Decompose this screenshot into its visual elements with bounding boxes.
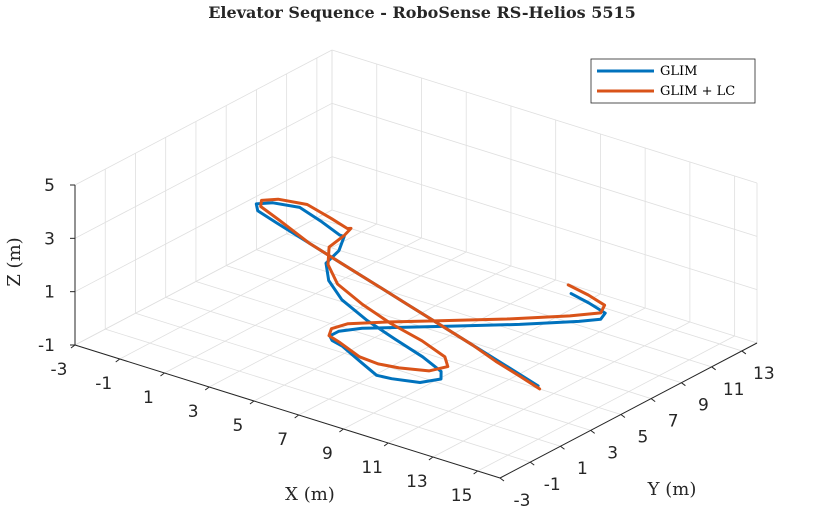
x-tick-label: -3 — [51, 360, 68, 380]
y-tick-label: 9 — [698, 396, 709, 416]
grid-line-floor-y — [105, 328, 531, 463]
y-tick-label: -3 — [514, 491, 531, 509]
grid-line-floor-y — [226, 265, 652, 399]
y-tick-mark — [711, 366, 716, 371]
grid — [74, 49, 758, 479]
y-tick-mark — [650, 398, 656, 402]
x-tick-label: 3 — [188, 402, 199, 422]
grid-line-floor-x — [477, 335, 735, 472]
series-lines — [254, 197, 607, 391]
grid-line-floor-y — [286, 233, 712, 368]
x-tick-label: 11 — [361, 458, 383, 478]
y-tick-label: 7 — [668, 412, 679, 432]
chart-title: Elevator Sequence - RoboSense RS-Helios … — [208, 3, 636, 22]
axes — [70, 184, 758, 482]
grid-line-floor-x — [119, 223, 377, 360]
x-tick-label: 1 — [143, 388, 154, 408]
y-tick-label: 11 — [723, 380, 745, 400]
x-tick-mark — [383, 442, 389, 447]
x-tick-mark — [339, 428, 344, 433]
z-tick-label: 1 — [44, 283, 55, 303]
x-tick-label: 7 — [277, 430, 288, 450]
grid-line-floor-x — [209, 251, 467, 388]
x-tick-mark — [160, 372, 165, 377]
y-tick-mark — [620, 414, 626, 418]
y-tick-label: 1 — [577, 459, 588, 479]
grid-line-floor-x — [298, 279, 556, 416]
x-tick-label: 15 — [451, 486, 473, 506]
legend-label-glim-lc: GLIM + LC — [660, 84, 735, 99]
series-line-glim-lc — [259, 197, 607, 391]
series-line-glim — [254, 201, 607, 388]
grid-line-wall-yz-z — [74, 102, 333, 239]
x-tick-label: 5 — [233, 416, 244, 436]
x-tick-label: 9 — [322, 444, 333, 464]
y-tick-mark — [560, 445, 565, 450]
x-tick-label: 13 — [406, 472, 428, 492]
grid-line-floor-y — [135, 312, 561, 447]
x-tick-mark — [204, 386, 210, 391]
legend-box — [590, 58, 756, 104]
grid-line-wall-yz-z — [74, 156, 333, 293]
grid-line-wall-xz-z — [331, 209, 758, 344]
x-tick-mark — [249, 400, 255, 405]
x-tick-mark — [115, 358, 121, 363]
y-tick-mark — [529, 461, 535, 466]
x-axis-label: X (m) — [285, 484, 335, 505]
grid-line-wall-xz-z — [331, 49, 758, 184]
z-tick-label: 3 — [44, 229, 55, 249]
y-tick-label: -1 — [544, 475, 561, 495]
x-tick-label: -1 — [95, 374, 112, 394]
grid-line-wall-xz-z — [331, 156, 758, 291]
y-tick-label: 5 — [638, 427, 649, 447]
y-axis-line — [499, 342, 758, 479]
legend: GLIM GLIM + LC — [590, 58, 756, 104]
x-axis-line — [74, 344, 501, 479]
grid-line-floor-x — [164, 237, 422, 374]
y-axis-label: Y (m) — [647, 479, 697, 500]
y-tick-mark — [681, 382, 686, 387]
z-axis-label: Z (m) — [4, 237, 25, 286]
y-tick-mark — [590, 429, 596, 434]
legend-label-glim: GLIM — [660, 64, 697, 79]
y-tick-label: 3 — [607, 443, 618, 463]
grid-line-wall-yz-z — [74, 209, 333, 346]
y-tick-mark — [499, 477, 505, 482]
x-tick-mark — [473, 470, 478, 475]
grid-line-floor-y — [316, 217, 743, 352]
grid-line-wall-yz-z — [74, 49, 333, 186]
y-tick-label: 13 — [753, 364, 775, 384]
grid-line-wall-xz-z — [331, 102, 758, 237]
z-tick-label: -1 — [38, 336, 55, 356]
y-tick-mark — [741, 350, 747, 355]
x-tick-mark — [428, 456, 434, 461]
grid-line-floor-x — [253, 265, 512, 402]
x-tick-mark — [294, 414, 299, 419]
grid-line-floor-x — [432, 321, 691, 458]
z-tick-label: 5 — [44, 176, 55, 196]
